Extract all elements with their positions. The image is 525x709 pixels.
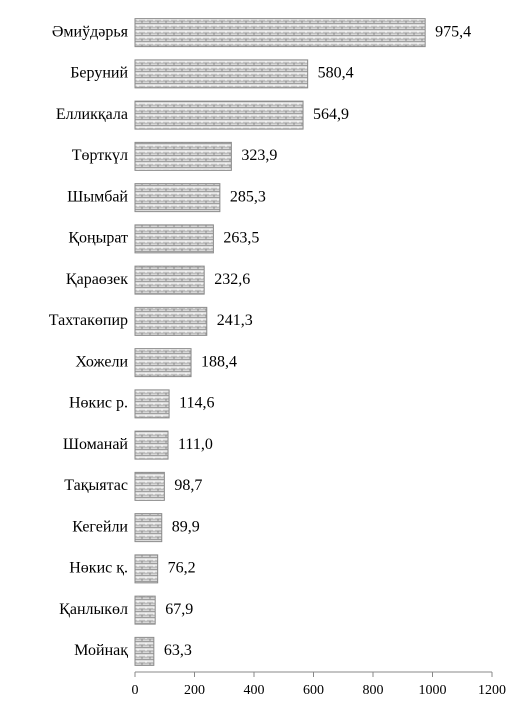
bar xyxy=(134,471,165,501)
value-label: 63,3 xyxy=(164,642,192,659)
y-tick-label: Қоңырат xyxy=(68,230,128,247)
value-label: 232,6 xyxy=(214,271,250,288)
x-tick-label: 600 xyxy=(303,683,324,698)
bar xyxy=(134,595,156,625)
y-tick-label: Шоманай xyxy=(63,436,129,453)
bar xyxy=(134,100,304,130)
y-tick-label: Нөкис қ. xyxy=(69,560,128,577)
bar xyxy=(134,348,192,378)
value-label: 76,2 xyxy=(168,560,196,577)
y-tick-label: Кегейли xyxy=(72,518,128,535)
y-tick-label: Шымбай xyxy=(67,188,128,205)
value-label: 564,9 xyxy=(313,106,349,123)
value-label: 111,0 xyxy=(178,436,213,453)
bar xyxy=(134,224,214,254)
value-label: 975,4 xyxy=(435,23,471,40)
value-label: 188,4 xyxy=(201,353,237,370)
y-tick-label: Нөкис р. xyxy=(69,395,128,412)
bar xyxy=(134,554,159,584)
bar xyxy=(134,265,205,295)
bar xyxy=(134,636,155,666)
bar xyxy=(134,306,208,336)
y-tick-label: Әмиўдәрья xyxy=(52,23,129,40)
y-tick-label: Төрткүл xyxy=(72,147,128,164)
bar xyxy=(134,389,170,419)
value-label: 285,3 xyxy=(230,188,266,205)
y-tick-label: Қанлыкөл xyxy=(59,601,128,618)
bar xyxy=(134,513,163,543)
x-tick-label: 200 xyxy=(184,683,205,698)
x-tick-label: 400 xyxy=(244,683,265,698)
y-tick-label: Тақыятас xyxy=(64,477,128,494)
y-tick-label: Хожели xyxy=(75,353,128,370)
y-tick-label: Мойнақ xyxy=(74,642,128,659)
bar xyxy=(134,59,309,89)
value-label: 580,4 xyxy=(318,65,354,82)
y-tick-label: Тахтакөпир xyxy=(49,312,128,329)
value-label: 323,9 xyxy=(241,147,277,164)
value-label: 98,7 xyxy=(174,477,202,494)
value-label: 241,3 xyxy=(217,312,253,329)
y-tick-label: Қараөзек xyxy=(66,271,128,288)
x-tick-label: 0 xyxy=(132,683,139,698)
value-label: 114,6 xyxy=(179,395,214,412)
bar xyxy=(134,183,221,213)
bar xyxy=(134,18,426,48)
x-tick-label: 1200 xyxy=(478,683,506,698)
y-tick-label: Елликқала xyxy=(56,106,128,123)
bar xyxy=(134,141,232,171)
value-label: 67,9 xyxy=(165,601,193,618)
y-tick-label: Беруний xyxy=(70,65,128,82)
value-label: 263,5 xyxy=(223,230,259,247)
value-label: 89,9 xyxy=(172,518,200,535)
bar xyxy=(134,430,169,460)
x-tick-label: 800 xyxy=(363,683,384,698)
x-tick-label: 1000 xyxy=(419,683,447,698)
